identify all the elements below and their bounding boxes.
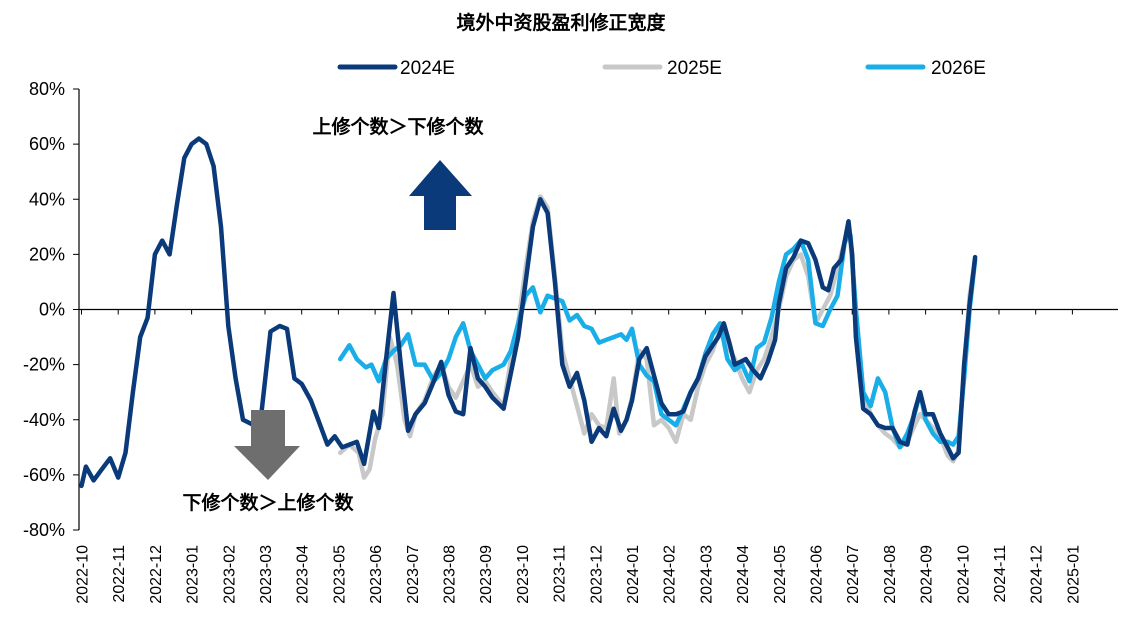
x-tick-label: 2024-08 (882, 545, 899, 604)
series-layer (79, 136, 978, 489)
y-tick-label: 40% (29, 189, 65, 209)
x-tick-label: 2024-07 (845, 545, 862, 604)
x-tick-label: 2023-09 (478, 545, 495, 604)
x-tick-label: 2023-08 (442, 545, 459, 604)
x-tick-label: 2024-12 (1029, 545, 1046, 604)
x-tick-label: 2023-06 (368, 545, 385, 604)
x-tick-label: 2023-07 (405, 545, 422, 604)
x-tick-label: 2024-03 (698, 545, 715, 604)
x-tick-label: 2024-01 (625, 545, 642, 604)
x-tick-label: 2023-05 (331, 545, 348, 604)
x-tick-label: 2023-10 (515, 545, 532, 604)
up-arrow-icon (409, 160, 472, 230)
x-tick-label: 2023-01 (185, 545, 202, 604)
x-tick-label: 2023-04 (295, 545, 312, 604)
legend-label-2024E: 2024E (400, 58, 455, 79)
legend: 2024E 2025E 2026E (337, 58, 986, 79)
annotation-up-text: 上修个数＞下修个数 (312, 115, 484, 138)
chart-title: 境外中资股盈利修正宽度 (456, 11, 666, 34)
x-tick-label: 2024-02 (662, 545, 679, 604)
x-tick-label: 2024-11 (992, 545, 1009, 603)
x-tick-label: 2024-06 (809, 545, 826, 604)
x-tick-label: 2022-11 (111, 545, 128, 603)
y-tick-label: 20% (29, 244, 65, 264)
x-tick-label: 2023-02 (221, 545, 238, 604)
series-line-2025E (337, 194, 978, 480)
x-tick-label: 2024-10 (955, 545, 972, 604)
y-tick-label: 80% (29, 79, 65, 99)
x-tick-label: 2022-10 (75, 545, 92, 604)
y-tick-label: 60% (29, 134, 65, 154)
y-tick-label: -80% (23, 520, 65, 540)
series-line-2026E (337, 232, 978, 450)
y-tick-label: -20% (23, 355, 65, 375)
series-line-2024E (79, 136, 978, 489)
x-tick-label: 2023-03 (258, 545, 275, 604)
x-tick-label: 2024-09 (919, 545, 936, 604)
x-tick-label: 2023-12 (588, 545, 605, 604)
x-tick-label: 2023-11 (552, 545, 569, 603)
x-tick-label: 2024-04 (735, 545, 752, 604)
legend-label-2026E: 2026E (931, 58, 986, 79)
x-tick-label: 2024-05 (772, 545, 789, 604)
x-tick-label: 2025-01 (1065, 545, 1082, 604)
y-tick-label: 0% (39, 300, 65, 320)
legend-label-2025E: 2025E (667, 58, 722, 79)
axes: 80% 60% 40% 20% 0% -20% -40% -60% -80% 2022-10 202… (23, 79, 1118, 604)
annotation-down-text: 下修个数＞上修个数 (182, 491, 354, 514)
x-tick-label: 2022-12 (148, 545, 165, 604)
y-tick-label: -60% (23, 465, 65, 485)
down-arrow-icon (234, 410, 300, 480)
y-tick-label: -40% (23, 410, 65, 430)
